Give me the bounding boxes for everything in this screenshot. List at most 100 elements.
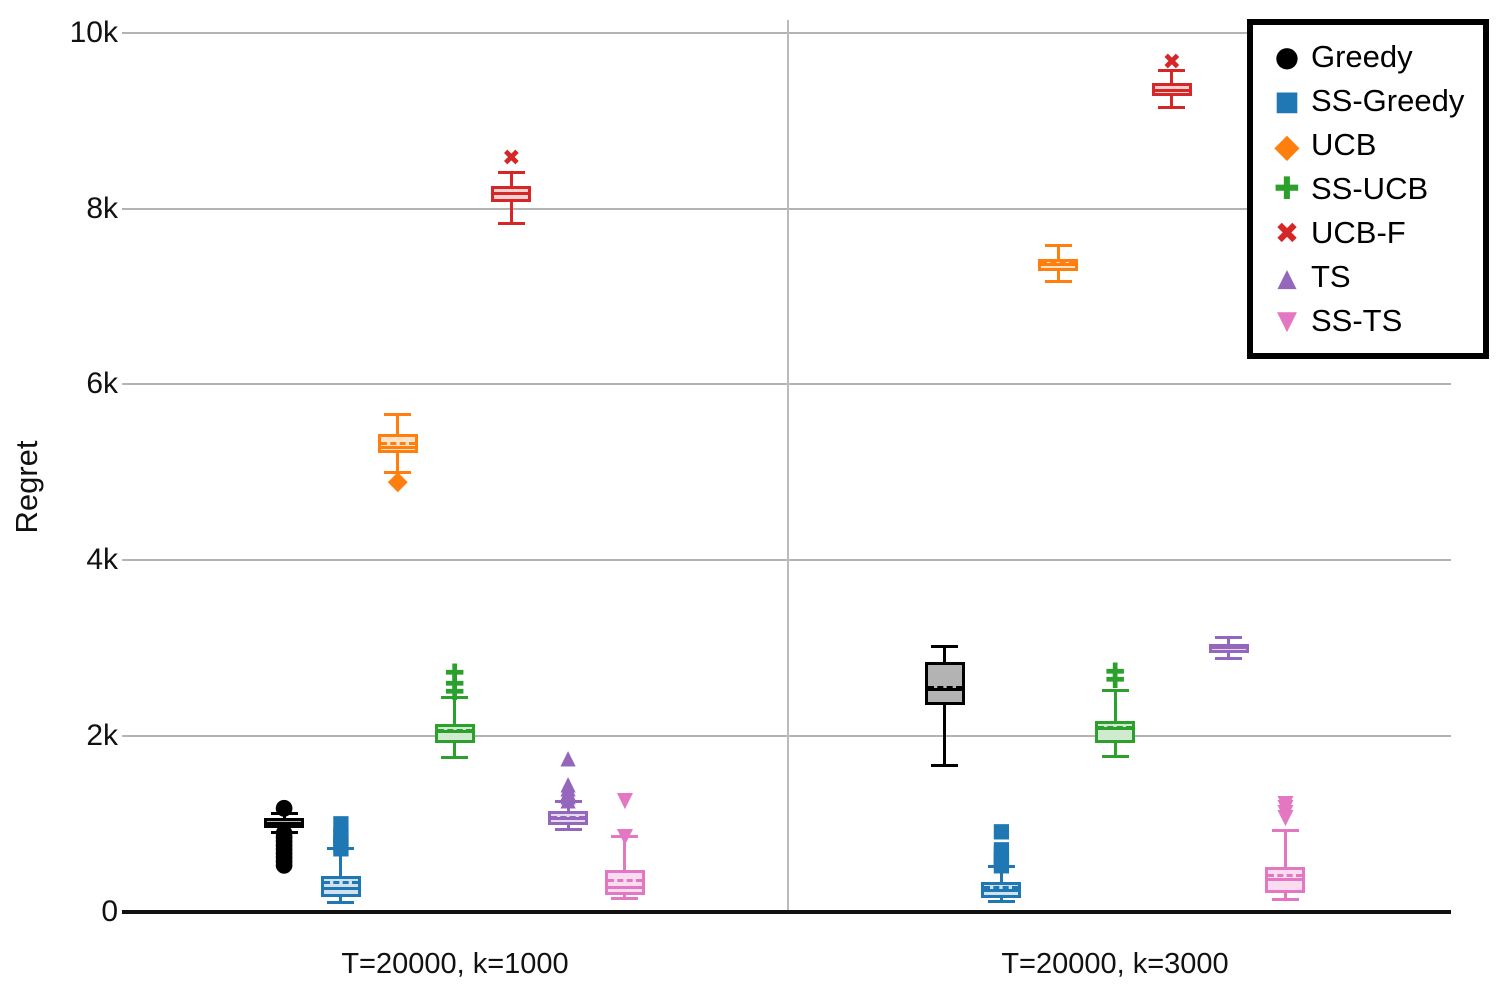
- box-t-20000-k-1000-greedy-cap-low: [270, 830, 298, 834]
- circle-outlier-marker: ●: [274, 843, 294, 869]
- box-t-20000-k-1000-ucb-whisker-high: [396, 414, 400, 434]
- box-t-20000-k-1000-ucb-f-cap-low: [497, 222, 525, 226]
- box-t-20000-k-3000-greedy-median-line: [927, 688, 962, 692]
- diamond-outlier-marker: ◆: [387, 465, 408, 496]
- box-t-20000-k-3000-ts-cap-high: [1215, 636, 1243, 640]
- box-t-20000-k-3000-ucb-mean-line: [1041, 262, 1076, 266]
- box-t-20000-k-3000-ss-greedy-whisker-low: [999, 897, 1003, 902]
- box-t-20000-k-3000-ss-greedy-mean-line: [984, 886, 1019, 890]
- box-t-20000-k-3000-ucb-f-whisker-high: [1170, 70, 1174, 83]
- triangle-up-outlier-marker: ▲: [560, 774, 576, 799]
- y-tick-label: 10k: [69, 16, 118, 49]
- circle-outlier-marker: ●: [274, 831, 294, 857]
- box-t-20000-k-1000-ss-greedy-cap-high: [327, 847, 355, 851]
- box-t-20000-k-1000-ss-ts-cap-low: [611, 896, 639, 900]
- plus-marker-icon: ✚: [1274, 170, 1300, 207]
- box-t-20000-k-3000-ss-ts-mean-line: [1268, 873, 1303, 877]
- box-t-20000-k-3000-ss-greedy-cap-low: [987, 900, 1015, 904]
- box-t-20000-k-3000-ts-whisker-low: [1227, 652, 1231, 659]
- legend-item-ss-ts: ▼ SS-TS: [1269, 299, 1483, 343]
- box-t-20000-k-1000-ss-greedy-mean-line: [323, 881, 358, 884]
- square-outlier-marker: ■: [331, 810, 351, 835]
- box-t-20000-k-1000-ss-ts-cap-high: [611, 835, 639, 839]
- square-outlier-marker: ■: [331, 834, 351, 859]
- legend-label: SS-Greedy: [1311, 83, 1465, 118]
- box-t-20000-k-3000-ucb-f-mean-line: [1154, 89, 1189, 93]
- legend-item-ucb: ◆ UCB: [1269, 123, 1483, 167]
- box-t-20000-k-3000-ss-ucb-cap-high: [1101, 689, 1129, 693]
- circle-outlier-marker: ●: [274, 819, 294, 845]
- y-tick-label: 2k: [86, 718, 118, 752]
- plus-outlier-marker: ✚: [444, 677, 465, 706]
- box-t-20000-k-3000-ss-ucb-iqr-box: [1095, 720, 1135, 743]
- gridline-8k: [122, 207, 1451, 210]
- box-t-20000-k-1000-ts-whisker-high: [566, 801, 570, 811]
- legend-label: Greedy: [1311, 39, 1413, 74]
- triangle-down-outlier-marker: ▼: [1277, 799, 1294, 824]
- box-t-20000-k-1000-ts-cap-low: [554, 828, 582, 832]
- triangle-up-outlier-marker: ▲: [560, 744, 576, 769]
- square-outlier-marker: ■: [331, 831, 351, 856]
- legend: ● Greedy ■ SS-Greedy ◆ UCB ✚ SS-UCB ✖ UCB-F ▲ TS ▼ SS…: [1247, 19, 1489, 359]
- box-t-20000-k-3000-ss-ts-whisker-high: [1283, 830, 1287, 867]
- y-tick-label: 6k: [86, 367, 118, 401]
- box-t-20000-k-1000-ucb-cap-high: [384, 413, 412, 417]
- box-t-20000-k-1000-ss-ucb-whisker-low: [453, 742, 456, 758]
- triangle-up-marker-icon: ▲: [1277, 262, 1297, 292]
- box-t-20000-k-1000-ss-ucb-mean-line: [437, 728, 472, 732]
- triangle-down-outlier-marker: ▼: [616, 823, 633, 848]
- box-t-20000-k-3000-greedy-whisker-high: [943, 646, 947, 662]
- plus-outlier-marker: ✚: [444, 658, 465, 687]
- box-t-20000-k-1000-ss-ts-whisker-high: [623, 836, 627, 870]
- box-t-20000-k-3000-ucb-cap-high: [1044, 244, 1072, 248]
- square-outlier-marker: ■: [991, 852, 1011, 877]
- box-t-20000-k-3000-ucb-f-cap-high: [1158, 69, 1186, 73]
- triangle-down-marker-icon: ▼: [1277, 306, 1297, 336]
- circle-outlier-marker: ●: [274, 794, 294, 820]
- circle-outlier-marker: ●: [274, 851, 294, 877]
- box-t-20000-k-3000-ts-whisker-high: [1227, 637, 1231, 644]
- box-t-20000-k-1000-ucb-f-whisker-high: [509, 172, 513, 186]
- box-t-20000-k-1000-ts-cap-high: [554, 800, 582, 804]
- circle-outlier-marker: ●: [274, 835, 294, 861]
- box-t-20000-k-1000-ss-ts-mean-line: [607, 878, 642, 882]
- box-t-20000-k-1000-ss-ucb-cap-high: [441, 696, 468, 700]
- group-divider-line: [787, 20, 789, 912]
- square-outlier-marker: ■: [331, 827, 351, 852]
- triangle-up-outlier-marker: ▲: [560, 778, 576, 803]
- box-t-20000-k-3000-greedy-mean-line: [927, 685, 962, 689]
- box-t-20000-k-1000-ucb-f-whisker-low: [509, 201, 513, 224]
- box-t-20000-k-1000-ss-ts-iqr-box: [604, 869, 645, 895]
- square-outlier-marker: ■: [991, 844, 1011, 869]
- box-t-20000-k-3000-greedy-cap-low: [931, 764, 959, 768]
- box-t-20000-k-3000-ss-greedy-whisker-high: [999, 866, 1003, 882]
- box-t-20000-k-1000-ucb-f-mean-line: [494, 191, 529, 195]
- box-t-20000-k-3000-ucb-f-cap-low: [1158, 106, 1186, 110]
- box-t-20000-k-1000-ucb-mean-line: [380, 441, 415, 445]
- plus-outlier-marker: ✚: [1104, 666, 1126, 695]
- y-tick-label: 0: [101, 894, 118, 928]
- box-t-20000-k-3000-ucb-cap-low: [1044, 280, 1072, 284]
- triangle-up-outlier-marker: ▲: [560, 770, 576, 795]
- square-outlier-marker: ■: [991, 817, 1011, 842]
- box-t-20000-k-3000-ucb-f-whisker-low: [1170, 95, 1174, 108]
- box-t-20000-k-1000-ss-greedy-whisker-high: [339, 848, 343, 876]
- circle-outlier-marker: ●: [274, 823, 294, 849]
- box-t-20000-k-3000-ss-ucb-whisker-low: [1113, 742, 1117, 757]
- triangle-up-outlier-marker: ▲: [560, 786, 576, 811]
- box-t-20000-k-3000-ss-ts-whisker-low: [1283, 892, 1287, 900]
- box-t-20000-k-3000-ss-ts-cap-high: [1271, 829, 1299, 833]
- box-t-20000-k-3000-ss-ucb-cap-low: [1101, 755, 1129, 759]
- box-t-20000-k-1000-ss-ts-median-line: [607, 886, 642, 890]
- square-outlier-marker: ■: [991, 848, 1011, 873]
- square-marker-icon: ■: [1274, 85, 1300, 117]
- x-axis-line: [122, 909, 1451, 914]
- plus-outlier-marker: ✚: [1104, 657, 1126, 686]
- legend-label: SS-TS: [1311, 303, 1403, 338]
- box-t-20000-k-1000-ts-whisker-low: [566, 824, 570, 830]
- square-outlier-marker: ■: [991, 840, 1011, 865]
- box-t-20000-k-3000-ss-ucb-whisker-high: [1113, 690, 1117, 721]
- plus-outlier-marker: ✚: [444, 669, 465, 698]
